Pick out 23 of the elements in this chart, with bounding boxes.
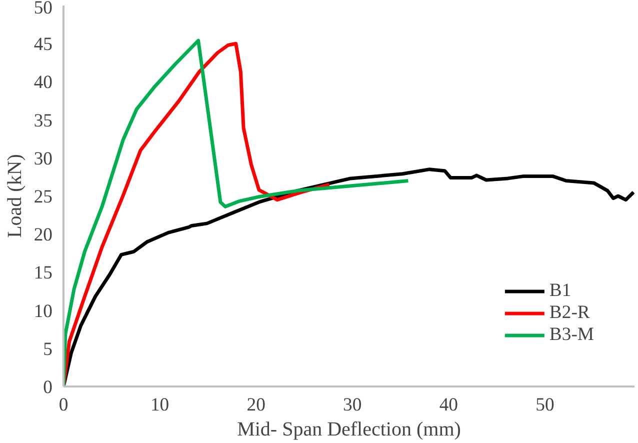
line-series [64, 38, 410, 386]
y-tick-label: 5 [43, 338, 52, 360]
y-tick-label: 15 [34, 262, 52, 284]
y-tick-label: 50 [34, 0, 52, 18]
y-tick-label: 35 [34, 110, 52, 132]
y-tick-label: 0 [43, 377, 52, 398]
y-tick-label: 40 [34, 72, 52, 94]
x-tick-label: 40 [439, 394, 458, 416]
legend-label: B2-R [549, 302, 590, 324]
legend-label: B3-M [549, 324, 594, 346]
y-tick-label: 20 [34, 224, 52, 246]
x-tick-label: 0 [58, 394, 68, 416]
x-tick-label: 30 [343, 394, 362, 416]
y-tick-label: 25 [34, 186, 52, 208]
x-tick-label: 10 [150, 394, 170, 416]
x-tick-label: 20 [246, 394, 266, 416]
y-tick-label: 10 [34, 300, 52, 322]
y-tick-label: 45 [34, 34, 52, 56]
x-axis-title: Mid- Span Deflection (mm) [237, 418, 461, 440]
legend-label: B1 [549, 280, 572, 302]
x-tick-label: 50 [536, 394, 554, 416]
y-axis-title: Load (kN) [4, 154, 26, 238]
y-tick-label: 30 [34, 148, 52, 170]
